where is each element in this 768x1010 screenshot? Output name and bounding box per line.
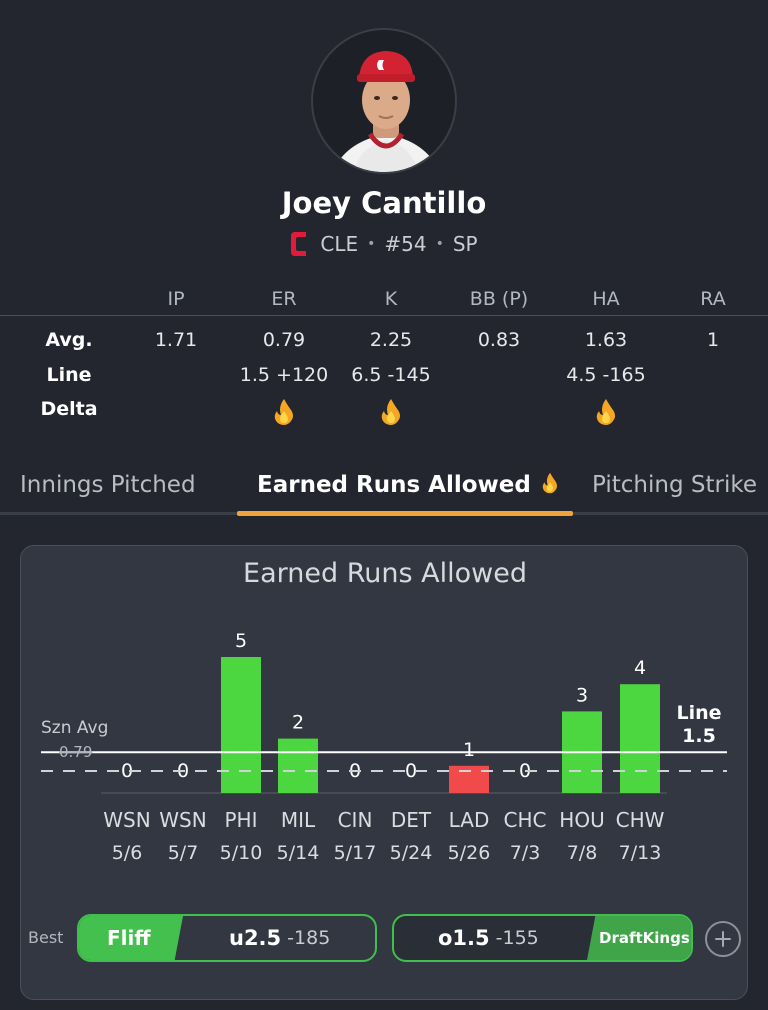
fliff-book-label: Fliff xyxy=(79,916,183,960)
chart-card: Earned Runs Allowed 0 WSN 5/6 0 WSN 5/7 5 PHI 5/… xyxy=(20,545,748,1000)
flame-icon xyxy=(542,472,557,494)
stat-value: 1.63 xyxy=(584,329,628,351)
x-date-label: 5/10 xyxy=(220,842,263,864)
x-date-label: 7/8 xyxy=(567,842,598,864)
player-position: SP xyxy=(452,232,478,256)
season-average-label: Szn Avg xyxy=(41,718,108,738)
active-tab-indicator xyxy=(237,511,573,516)
flame-icon xyxy=(239,398,329,431)
chart-title: Earned Runs Allowed xyxy=(243,558,527,589)
stats-header: IP ER K BB (P) HA RA xyxy=(0,288,768,312)
x-tick-label: LAD xyxy=(449,808,490,832)
x-tick-label: HOU xyxy=(559,808,604,832)
stats-row-avg: Avg. 1.71 0.79 2.25 0.83 1.63 1 xyxy=(0,329,768,355)
bar xyxy=(449,765,489,793)
stat-col-ip: IP xyxy=(167,288,185,310)
player-headshot-icon xyxy=(332,51,440,172)
stat-value: 1 xyxy=(706,329,720,351)
stat-col-ha: HA xyxy=(592,288,620,310)
x-tick-label: MIL xyxy=(281,808,316,832)
bar-value-label: 0 xyxy=(121,760,133,782)
line-value: 4.5 -165 xyxy=(566,364,646,386)
stat-col-bb: BB (P) xyxy=(469,288,529,310)
bar xyxy=(620,684,660,793)
under-bet-button[interactable]: Fliff u2.5 -185 xyxy=(77,914,377,962)
earned-runs-chart: 0WSN5/60WSN5/75PHI5/102MIL5/140CIN5/170D… xyxy=(41,630,727,864)
meta-separator: • xyxy=(435,236,444,252)
jersey-number: #54 xyxy=(384,232,427,256)
best-label: Best xyxy=(28,928,64,947)
add-pick-button[interactable] xyxy=(705,921,741,957)
stats-row-line: Line 1.5 +120 6.5 -145 4.5 -165 xyxy=(0,364,768,390)
bar xyxy=(278,738,318,793)
team-abbr: CLE xyxy=(320,232,359,256)
stat-value: 1.71 xyxy=(154,329,198,351)
bar-value-label: 1 xyxy=(463,739,475,761)
player-avatar xyxy=(311,28,457,174)
line-value: 1.5 +120 xyxy=(239,364,329,386)
stat-col-er: ER xyxy=(271,288,297,310)
x-date-label: 5/26 xyxy=(448,842,491,864)
row-label: Line xyxy=(46,364,92,386)
x-tick-label: CHW xyxy=(616,808,665,832)
x-tick-label: WSN xyxy=(159,808,206,832)
tab-pitching-strikeouts[interactable]: Pitching Strike xyxy=(592,472,757,498)
line-value-label: 1.5 xyxy=(682,725,716,747)
bar-value-label: 2 xyxy=(292,712,304,734)
x-tick-label: WSN xyxy=(103,808,150,832)
stat-value: 2.25 xyxy=(369,329,413,351)
bar-value-label: 4 xyxy=(634,657,646,679)
player-name: Joey Cantillo xyxy=(281,186,487,220)
x-date-label: 5/14 xyxy=(277,842,320,864)
over-odds: o1.5 -155 xyxy=(438,926,539,950)
x-tick-label: CIN xyxy=(338,808,373,832)
bar-value-label: 3 xyxy=(576,684,588,706)
team-logo-icon xyxy=(291,232,307,256)
row-label: Delta xyxy=(40,398,98,420)
row-label: Avg. xyxy=(45,329,93,351)
tab-earned-runs-allowed[interactable]: Earned Runs Allowed xyxy=(257,472,559,498)
x-date-label: 5/17 xyxy=(334,842,377,864)
season-average-value: 0.79 xyxy=(59,743,92,761)
x-date-label: 5/6 xyxy=(112,842,143,864)
stat-col-ra: RA xyxy=(700,288,726,310)
draftkings-book-label: DraftKings xyxy=(587,916,691,960)
x-tick-label: PHI xyxy=(225,808,258,832)
over-bet-button[interactable]: o1.5 -155 DraftKings xyxy=(392,914,693,962)
flame-icon xyxy=(346,398,436,431)
stats-row-delta: Delta xyxy=(0,398,768,428)
stat-col-k: K xyxy=(384,288,398,310)
bar xyxy=(221,657,261,793)
stat-value: 0.79 xyxy=(262,329,306,351)
x-date-label: 7/13 xyxy=(619,842,662,864)
stat-value: 0.83 xyxy=(477,329,521,351)
bar-value-label: 0 xyxy=(405,760,417,782)
meta-separator: • xyxy=(367,236,376,252)
under-odds: u2.5 -185 xyxy=(229,926,331,950)
bar-value-label: 5 xyxy=(235,630,247,652)
x-tick-label: CHC xyxy=(504,808,547,832)
line-label: Line xyxy=(676,702,721,724)
x-date-label: 5/24 xyxy=(390,842,433,864)
stat-tabs: Innings Pitched Earned Runs Allowed Pitc… xyxy=(0,468,768,516)
tab-innings-pitched[interactable]: Innings Pitched xyxy=(20,472,196,498)
x-date-label: 7/3 xyxy=(510,842,541,864)
x-date-label: 5/7 xyxy=(168,842,199,864)
flame-icon xyxy=(561,398,651,431)
player-meta: CLE • #54 • SP xyxy=(0,230,768,258)
stats-divider xyxy=(0,315,768,316)
line-value: 6.5 -145 xyxy=(351,364,431,386)
x-tick-label: DET xyxy=(391,808,432,832)
plus-circle-icon xyxy=(715,931,731,947)
